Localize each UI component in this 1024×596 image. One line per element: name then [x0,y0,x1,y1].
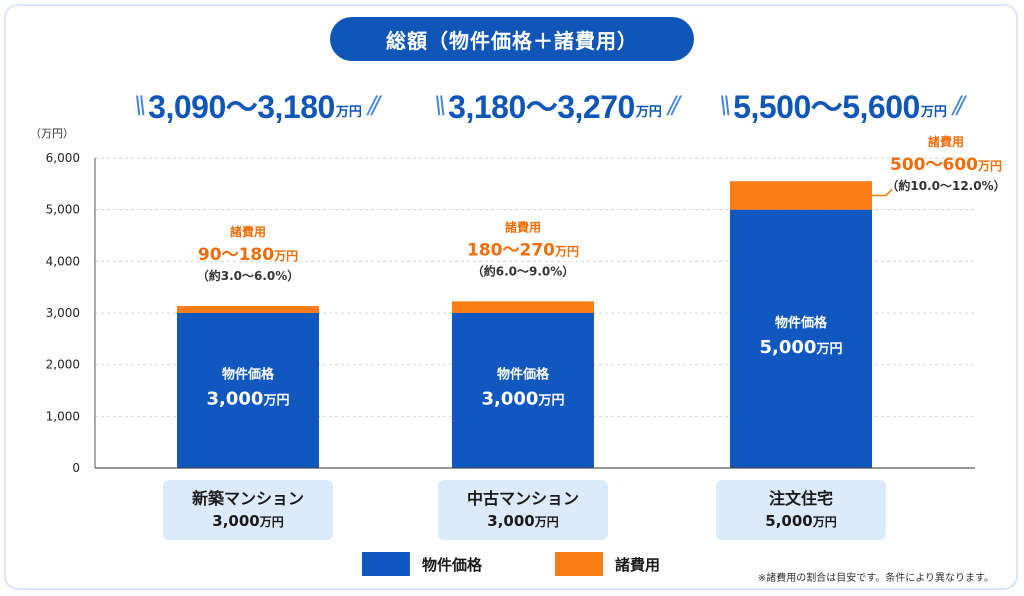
chart-title: 総額（物件価格＋諸費用） [330,17,694,61]
legend-swatch-property [362,552,410,576]
y-tick-label: 2,000 [46,358,80,372]
y-axis-unit-label: （万円） [30,127,74,140]
category-name: 中古マンション [466,488,579,508]
total-range-3: \\ 5,500～5,600 万円 // [690,80,990,130]
fee-label-amount: 180～270万円 [467,240,579,260]
total-range-3-value: 5,500～5,600 [733,89,920,125]
bar-fees [730,181,872,210]
fee-label-ratio: （約6.0～9.0%） [472,263,575,278]
total-range-1: \\ 3,090～3,180 万円 // [100,80,410,130]
bar-property [730,209,872,468]
category-amount: 3,000万円 [212,510,283,533]
category-amount-value: 3,000 [487,511,535,530]
category-amount-unit: 万円 [534,514,559,529]
y-tick-label: 1,000 [46,409,80,423]
y-tick-label: 4,000 [46,254,80,268]
bar-label-title: 物件価格 [775,315,828,331]
bar-label-amount: 3,000万円 [207,389,290,410]
bar-label-title: 物件価格 [497,367,550,383]
fee-label-amount: 500～600万円 [890,155,1002,175]
fee-label-title: 諸費用 [928,134,964,149]
category-amount: 3,000万円 [487,510,558,533]
fee-label-ratio: （約3.0～6.0%） [197,268,300,283]
category-amount-unit: 万円 [812,514,837,529]
y-tick-label: 5,000 [46,203,80,217]
bar-label-amount: 3,000万円 [482,389,565,410]
category-amount: 5,000万円 [765,510,836,533]
bar-property [452,313,594,468]
legend-swatch-fees [555,552,603,576]
category-amount-value: 5,000 [765,511,813,530]
category-amount-value: 3,000 [212,511,260,530]
fee-label-ratio: （約10.0～12.0%） [886,178,1005,193]
legend-item-property: 物件価格 [362,552,482,576]
bar-fees [452,301,594,313]
category-amount-unit: 万円 [259,514,284,529]
total-range-3-unit: 万円 [920,104,947,120]
bar-property [177,313,319,468]
total-range-1-unit: 万円 [335,104,362,120]
category-name: 新築マンション [191,488,304,508]
bar-label-title: 物件価格 [222,367,275,383]
fee-label-title: 諸費用 [230,224,266,239]
legend-label-fees: 諸費用 [615,555,661,574]
total-range-2-unit: 万円 [635,104,662,120]
category-box-custom-house: 注文住宅 5,000万円 [716,480,886,540]
y-tick-label: 3,000 [46,306,80,320]
total-range-2-value: 3,180～3,270 [448,89,635,125]
total-range-1-value: 3,090～3,180 [148,89,335,125]
bar-label-amount: 5,000万円 [760,337,843,358]
y-tick-label: 0 [72,461,80,475]
bar-fees [177,306,319,313]
category-box-used-condo: 中古マンション 3,000万円 [438,480,608,540]
legend-item-fees: 諸費用 [555,552,660,576]
fee-leader-line [872,188,893,197]
category-box-new-condo: 新築マンション 3,000万円 [163,480,333,540]
footnote: ※諸費用の割合は目安です。条件により異なります。 [757,573,994,584]
legend-label-property: 物件価格 [422,555,483,574]
fee-label-amount: 90～180万円 [198,245,298,265]
total-range-2: \\ 3,180～3,270 万円 // [410,80,700,130]
category-name: 注文住宅 [768,488,833,508]
fee-label-title: 諸費用 [505,219,541,234]
chart-title-text: 総額（物件価格＋諸費用） [386,28,638,53]
y-tick-label: 6,000 [46,151,80,165]
